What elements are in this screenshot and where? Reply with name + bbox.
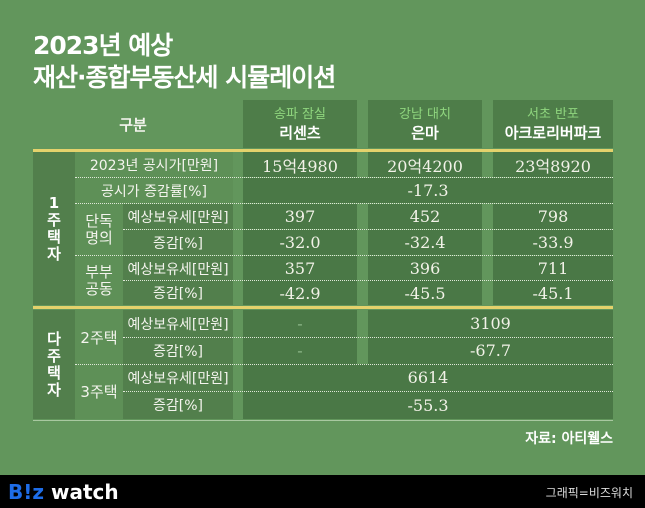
bizwatch-logo: B!z watch [8, 480, 119, 504]
sole-change-col-2: -32.4 [368, 230, 482, 255]
group-multi-home: 다 주 택 자 [33, 310, 75, 419]
sole-tax-col-3: 798 [493, 204, 613, 229]
two-change-value: -67.7 [368, 337, 613, 364]
footer-bar: B!z watch 그래픽=비즈워치 [0, 475, 645, 508]
sole-change-col-1: -32.0 [243, 230, 357, 255]
label-two-tax: 예상보유세[만원] [123, 310, 233, 337]
header-col-3-name: 아크로리버파크 [504, 124, 602, 142]
sole-label-line: 명의 [85, 228, 113, 247]
row-divider [75, 203, 613, 204]
joint-tax-col-2: 396 [368, 256, 482, 281]
group-single-char: 1 [48, 193, 60, 212]
joint-label-line: 부부 [85, 262, 113, 281]
sole-change-col-3: -33.9 [493, 230, 613, 255]
label-joint-change: 증감[%] [123, 281, 233, 305]
header-col-1-area: 송파 잠실 [274, 107, 326, 122]
label-three-change: 증감[%] [123, 391, 233, 419]
two-homes-label: 2주택 [75, 310, 123, 364]
price-col-1: 15억4980 [243, 152, 357, 177]
group-multi-char: 다 [47, 329, 61, 348]
label-sole-change: 증감[%] [123, 230, 233, 255]
header-col-2: 강남 대치 은마 [368, 100, 482, 148]
joint-tax-col-3: 711 [493, 256, 613, 281]
row-divider [123, 229, 613, 230]
label-two-change: 증감[%] [123, 337, 233, 364]
row-divider [75, 364, 613, 365]
group-multi-char: 택 [47, 363, 61, 382]
label-joint-tax: 예상보유세[만원] [123, 256, 233, 281]
header-divider [33, 149, 613, 152]
logo-biz: B!z [8, 480, 45, 504]
header-col-2-name: 은마 [411, 124, 439, 142]
group-multi-char: 주 [47, 346, 61, 365]
header-col-3: 서초 반포 아크로리버파크 [493, 100, 613, 148]
two-tax-col-1: - [243, 310, 357, 337]
row-divider [75, 255, 613, 256]
joint-ownership-label: 부부 공동 [75, 256, 123, 305]
header-col-2-area: 강남 대치 [399, 107, 451, 122]
sole-ownership-label: 단독 명의 [75, 204, 123, 255]
group-single-char: 택 [47, 227, 61, 246]
title-line-2: 재산·종합부동산세 시뮬레이션 [33, 63, 336, 92]
sole-tax-col-1: 397 [243, 204, 357, 229]
sole-label-line: 단독 [85, 211, 113, 230]
three-homes-label: 3주택 [75, 364, 123, 419]
row-divider [123, 391, 613, 392]
header-category: 구분 [33, 100, 233, 148]
joint-change-col-2: -45.5 [368, 281, 482, 305]
header-col-1-name: 리센츠 [279, 124, 321, 142]
joint-label-line: 공동 [85, 279, 113, 298]
group-single-home: 1 주 택 자 [33, 152, 75, 305]
group-single-char: 주 [47, 210, 61, 229]
sole-tax-col-2: 452 [368, 204, 482, 229]
title-line-1: 2023년 예상 [33, 31, 173, 60]
label-three-tax: 예상보유세[만원] [123, 364, 233, 391]
group-divider [33, 306, 613, 309]
group-multi-char: 자 [47, 380, 61, 399]
price-change-value: -17.3 [243, 178, 613, 203]
two-change-col-1: - [243, 337, 357, 364]
three-change-value: -55.3 [243, 391, 613, 419]
header-category-label: 구분 [119, 115, 147, 134]
joint-change-col-3: -45.1 [493, 281, 613, 305]
joint-change-col-1: -42.9 [243, 281, 357, 305]
row-divider [123, 280, 613, 281]
three-tax-value: 6614 [243, 364, 613, 391]
header-col-3-area: 서초 반포 [527, 107, 579, 122]
row-divider [123, 337, 613, 338]
logo-watch: watch [44, 480, 119, 504]
joint-tax-col-1: 357 [243, 256, 357, 281]
header-col-1: 송파 잠실 리센츠 [243, 100, 357, 148]
two-tax-value: 3109 [368, 310, 613, 337]
group-single-char: 자 [47, 244, 61, 263]
row-divider [75, 177, 613, 178]
table-bottom-border [33, 420, 613, 421]
price-col-3: 23억8920 [493, 152, 613, 177]
graphic-credit: 그래픽=비즈워치 [545, 486, 633, 500]
label-price: 2023년 공시가[만원] [89, 157, 219, 174]
label-price-change: 공시가 증감률[%] [101, 183, 207, 200]
source-note: 자료: 아티웰스 [525, 431, 613, 447]
tax-simulation-table: 구분 송파 잠실 리센츠 강남 대치 은마 서초 반포 아크로리버파크 1 주 … [33, 100, 613, 421]
label-sole-tax: 예상보유세[만원] [123, 204, 233, 229]
price-col-2: 20억4200 [368, 152, 482, 177]
